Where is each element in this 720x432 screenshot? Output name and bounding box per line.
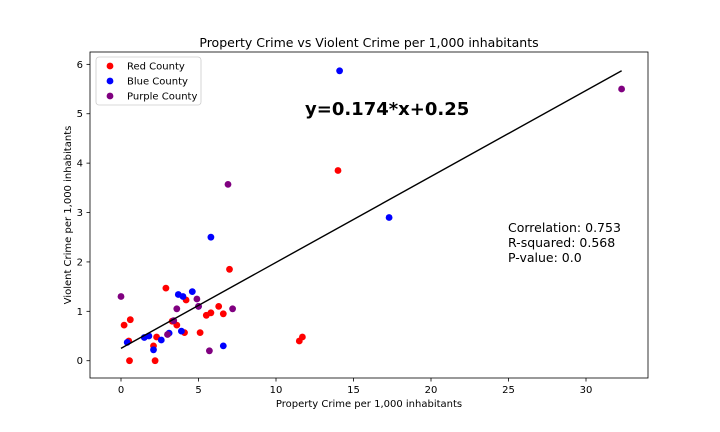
point-red-county-19 — [299, 333, 306, 341]
x-tick-label: 10 — [270, 385, 283, 396]
y-axis-ticks: 0 1 2 3 4 5 6 — [77, 60, 90, 367]
plot-area — [117, 67, 625, 365]
point-blue-county-3 — [150, 346, 157, 354]
point-red-county-7 — [162, 284, 170, 292]
point-red-county-5 — [151, 357, 159, 365]
x-axis-ticks: 0 5 10 15 20 25 30 — [118, 378, 593, 396]
regression-line — [120, 70, 622, 349]
legend-marker — [106, 62, 114, 70]
y-tick-label: 3 — [77, 208, 83, 219]
r-squared-text: R-squared: 0.568 — [508, 235, 615, 250]
point-red-county-14 — [207, 309, 215, 317]
point-blue-county-12 — [219, 342, 227, 350]
y-tick-label: 5 — [77, 109, 83, 120]
point-purple-county-1 — [164, 331, 171, 338]
point-blue-county-14 — [385, 214, 393, 221]
point-purple-county-9 — [618, 85, 625, 93]
point-blue-county-4 — [157, 336, 165, 344]
p-value-text: P-value: 0.0 — [508, 250, 582, 265]
point-red-county-12 — [196, 329, 204, 336]
point-blue-county-11 — [207, 233, 215, 241]
y-tick-label: 2 — [77, 257, 83, 268]
point-blue-county-9 — [188, 288, 196, 295]
point-purple-county-2 — [170, 317, 178, 325]
point-purple-county-8 — [229, 305, 237, 313]
point-red-county-16 — [219, 310, 227, 318]
legend-marker — [106, 77, 114, 85]
point-red-county-0 — [120, 321, 128, 329]
point-purple-county-3 — [173, 305, 181, 313]
point-red-county-17 — [226, 265, 233, 273]
point-red-county-20 — [334, 167, 342, 174]
x-tick-label: 0 — [118, 385, 124, 396]
legend-label: Red County — [127, 62, 185, 73]
point-blue-county-13 — [336, 67, 343, 75]
point-red-county-2 — [126, 316, 134, 324]
point-purple-county-0 — [117, 293, 125, 300]
y-tick-label: 4 — [77, 159, 83, 170]
point-red-county-15 — [215, 303, 223, 310]
x-tick-label: 25 — [502, 385, 515, 396]
x-tick-label: 5 — [195, 385, 201, 396]
y-tick-label: 0 — [77, 356, 83, 367]
point-blue-county-8 — [179, 293, 187, 300]
legend-box — [95, 56, 202, 106]
point-purple-county-7 — [224, 181, 232, 188]
point-purple-county-4 — [193, 295, 201, 303]
regression-equation: y=0.174*x+0.25 — [305, 99, 469, 120]
point-purple-county-6 — [206, 347, 213, 355]
y-axis-label: Violent Crime per 1,000 inhabitants — [63, 126, 74, 305]
x-axis-label: Property Crime per 1,000 inhabitants — [276, 399, 462, 410]
y-tick-label: 1 — [77, 307, 83, 318]
axes-frame — [89, 51, 649, 379]
x-tick-label: 20 — [425, 385, 438, 396]
point-blue-county-7 — [178, 327, 185, 335]
y-tick-label: 6 — [77, 60, 83, 71]
x-tick-label: 30 — [580, 385, 593, 396]
legend: Red County Blue County Purple County — [95, 56, 202, 106]
legend-label: Blue County — [127, 77, 188, 88]
legend-label: Purple County — [127, 92, 197, 103]
point-red-county-3 — [126, 357, 133, 365]
correlation-text: Correlation: 0.753 — [508, 220, 621, 235]
x-tick-label: 15 — [347, 385, 360, 396]
chart-title: Property Crime vs Violent Crime per 1,00… — [199, 35, 538, 50]
legend-marker — [106, 92, 114, 100]
